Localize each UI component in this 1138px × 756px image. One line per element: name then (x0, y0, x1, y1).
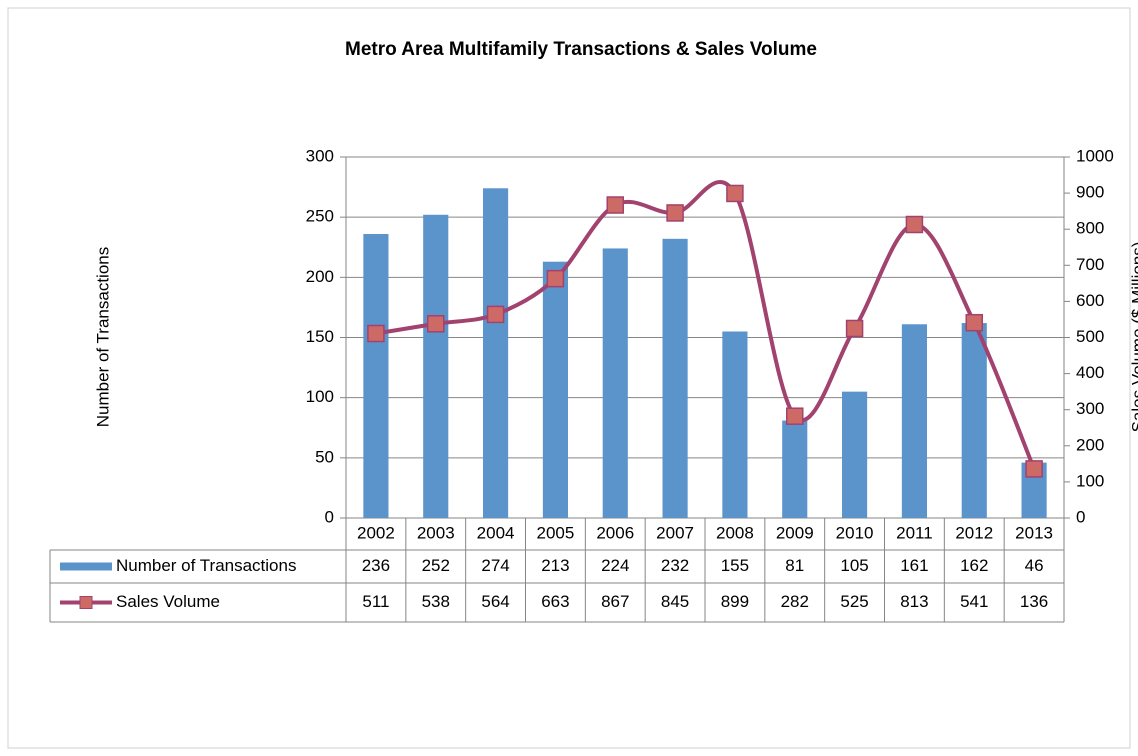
table-value: 46 (1025, 556, 1044, 575)
x-tick-label: 2005 (537, 523, 575, 542)
x-tick-label: 2009 (776, 523, 814, 542)
table-value: 236 (362, 556, 390, 575)
x-tick-label: 2011 (896, 523, 933, 542)
marker (427, 315, 445, 333)
marker (606, 196, 624, 214)
bar (423, 214, 449, 518)
y-tick-label: 250 (306, 207, 334, 226)
y-tick-label: 0 (325, 507, 334, 526)
y2-tick-label: 900 (1076, 183, 1104, 202)
table-value: 899 (721, 592, 749, 611)
table-value: 232 (661, 556, 689, 575)
marker (845, 319, 864, 338)
table-value: 663 (541, 592, 569, 611)
y2-tick-label: 600 (1076, 291, 1104, 310)
table-value: 162 (960, 556, 988, 575)
chart-title: Metro Area Multifamily Transactions & Sa… (345, 39, 817, 60)
table-value: 136 (1020, 592, 1048, 611)
y2-tick-label: 100 (1076, 471, 1104, 490)
y2-tick-label: 1000 (1076, 146, 1114, 165)
bar (363, 234, 389, 518)
table-value: 845 (661, 592, 689, 611)
table-value: 813 (900, 592, 928, 611)
y2-tick-label: 700 (1076, 255, 1104, 274)
y2-tick-label: 500 (1076, 327, 1104, 346)
y2-tick-label: 800 (1076, 219, 1104, 238)
bar (842, 391, 868, 518)
bar (722, 331, 748, 518)
table-value: 105 (840, 556, 868, 575)
legend-key (60, 562, 112, 571)
table-value: 213 (541, 556, 569, 575)
legend-label: Number of Transactions (116, 556, 296, 575)
table-value: 538 (422, 592, 450, 611)
x-tick-label: 2006 (596, 523, 634, 542)
marker (965, 313, 983, 332)
y-tick-label: 150 (306, 327, 334, 346)
marker (486, 305, 505, 324)
y-tick-label: 100 (306, 387, 334, 406)
table-value: 224 (601, 556, 629, 575)
marker (726, 184, 744, 203)
bar (662, 238, 688, 518)
x-tick-label: 2013 (1015, 523, 1053, 542)
legend-key (79, 596, 93, 609)
x-tick-label: 2007 (656, 523, 694, 542)
table-value: 867 (601, 592, 629, 611)
x-tick-label: 2003 (417, 523, 455, 542)
marker (546, 269, 565, 288)
marker (1025, 460, 1043, 478)
x-tick-label: 2010 (836, 523, 874, 542)
marker (367, 324, 385, 343)
table-value: 511 (362, 592, 389, 611)
table-value: 282 (781, 592, 809, 611)
bar (901, 324, 927, 518)
x-tick-label: 2012 (955, 523, 993, 542)
y2-tick-label: 400 (1076, 363, 1104, 382)
y-axis-label: Number of Transactions (93, 247, 112, 427)
y2-tick-label: 0 (1076, 507, 1085, 526)
y2-axis-label: Sales Volume ($ Millions) (1128, 242, 1138, 433)
marker (666, 204, 684, 222)
table-value: 564 (481, 592, 509, 611)
bar (483, 188, 509, 518)
y2-tick-label: 200 (1076, 435, 1104, 454)
x-tick-label: 2004 (477, 523, 515, 542)
table-value: 161 (900, 556, 928, 575)
x-tick-label: 2002 (357, 523, 395, 542)
y-tick-label: 50 (315, 447, 334, 466)
marker (786, 407, 804, 425)
y-tick-label: 200 (306, 267, 334, 286)
y2-tick-label: 300 (1076, 399, 1104, 418)
marker (905, 215, 924, 234)
table-value: 525 (840, 592, 868, 611)
y-tick-label: 300 (306, 146, 334, 165)
line (375, 180, 1036, 470)
table-value: 81 (785, 556, 804, 575)
table-value: 541 (960, 592, 988, 611)
x-tick-label: 2008 (716, 523, 754, 542)
bar (961, 323, 987, 518)
table-value: 274 (481, 556, 509, 575)
table-value: 252 (422, 556, 450, 575)
bar (542, 261, 568, 518)
bar (602, 248, 628, 518)
chart-frame (7, 7, 1131, 749)
bar (782, 420, 808, 518)
legend-label: Sales Volume (116, 592, 220, 611)
table-value: 155 (721, 556, 749, 575)
